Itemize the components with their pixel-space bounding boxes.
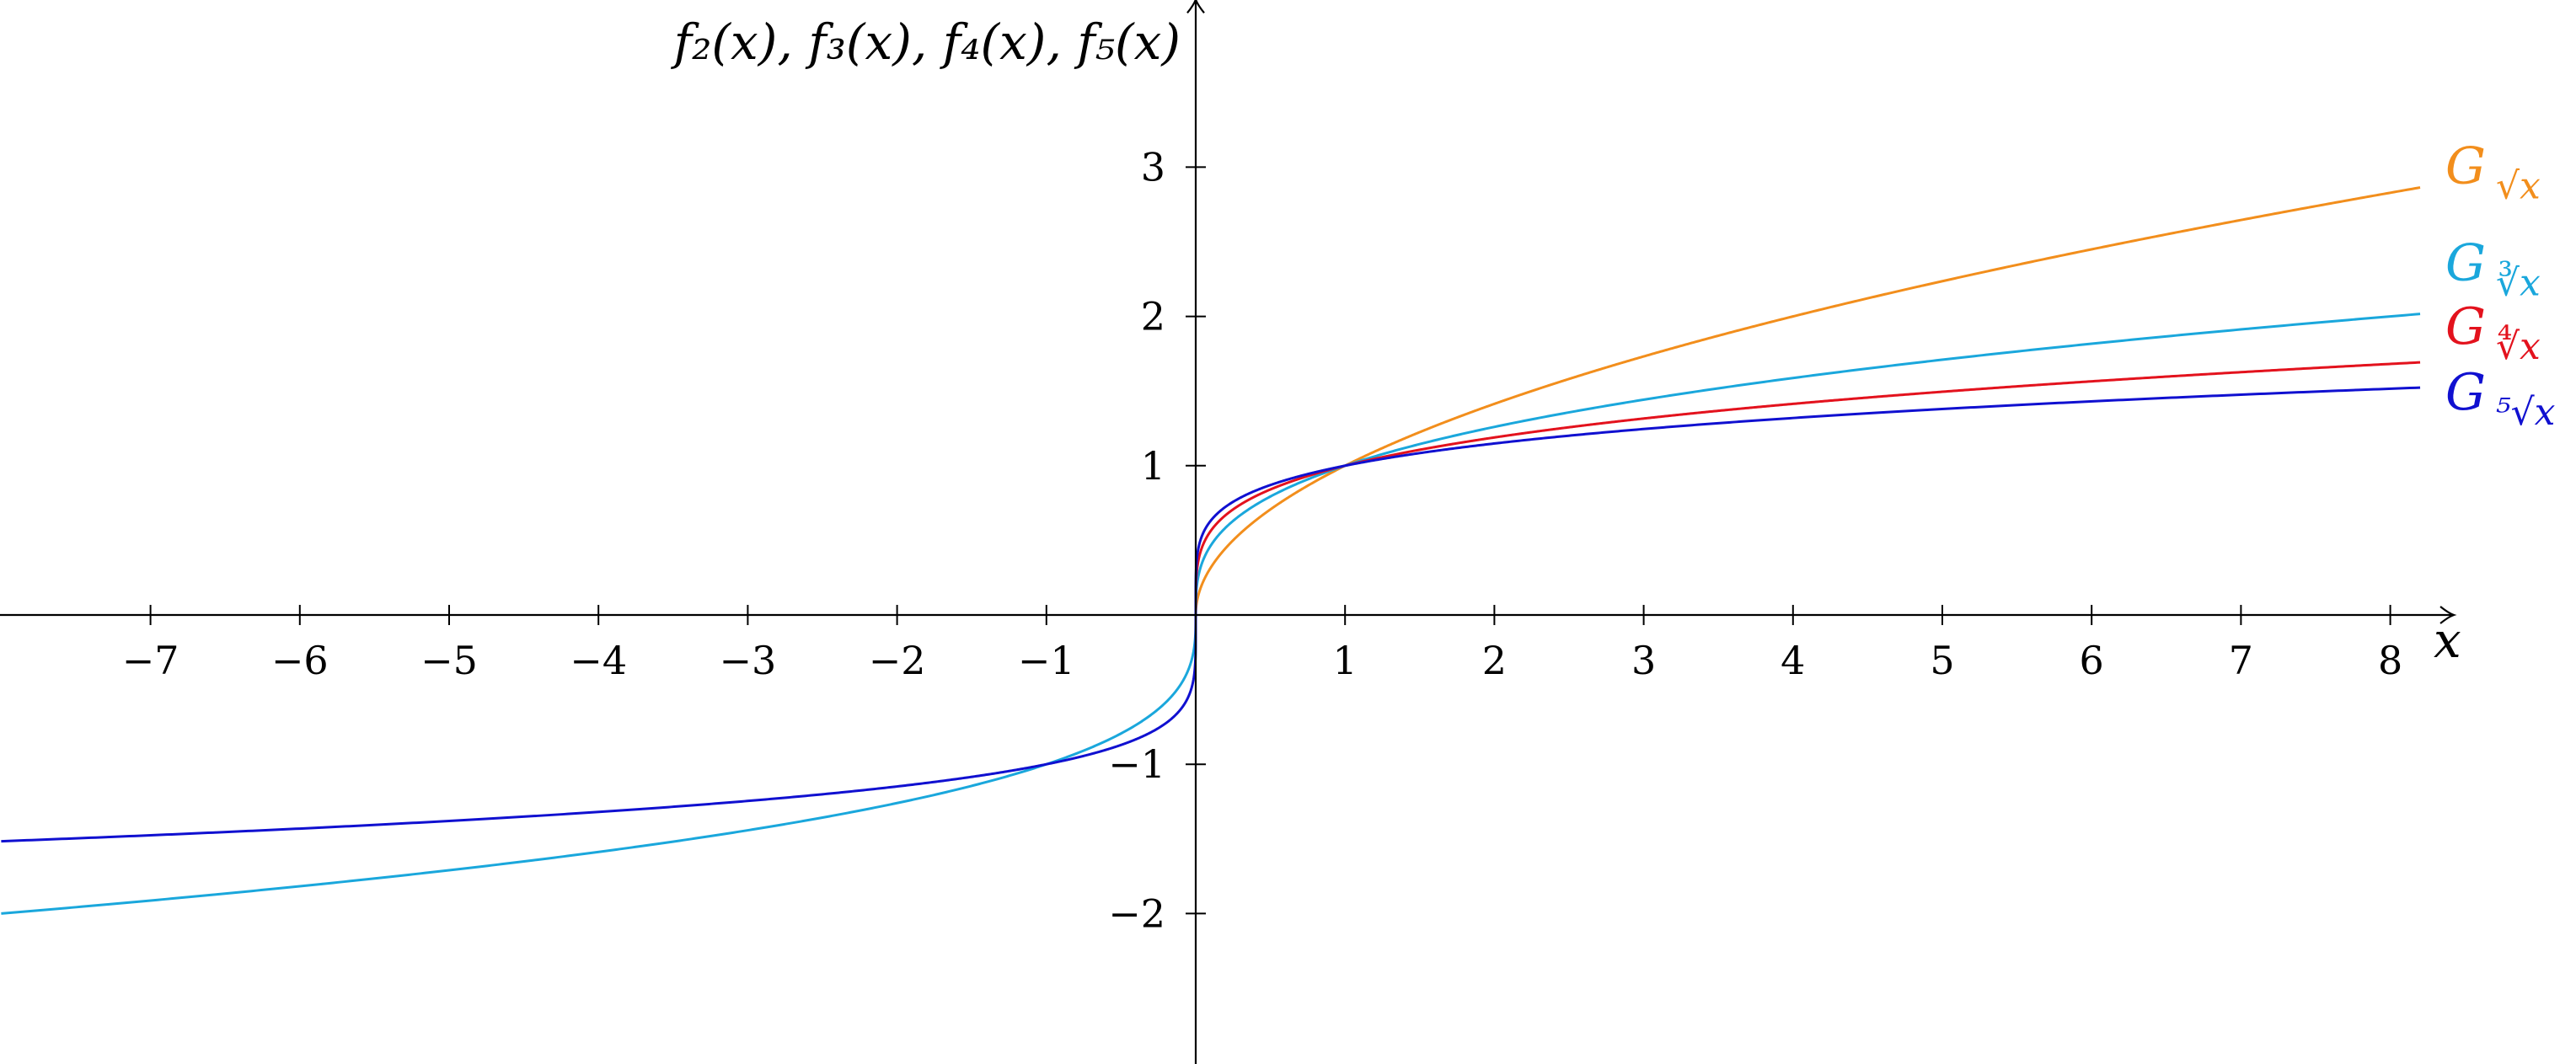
x-tick-label: −4 <box>570 638 627 683</box>
series-label-1: G √x <box>2445 137 2541 208</box>
x-tick-label: −7 <box>122 638 179 683</box>
x-axis-title: x <box>2434 612 2461 669</box>
x-tick-label: 4 <box>1781 638 1805 683</box>
x-tick-label: −2 <box>869 638 926 683</box>
y-tick-label: 3 <box>1141 144 1165 190</box>
series-curves <box>1 186 2421 915</box>
ticks: −7 −6 −5 −4 −3 −2 −1 1 2 3 4 5 6 7 8 −2 −1 1 2 3 <box>122 144 2403 936</box>
x-tick-label: −6 <box>271 638 329 683</box>
series-line-3 <box>1194 361 2421 615</box>
y-tick-label: 2 <box>1141 294 1165 340</box>
y-tick-label: 1 <box>1141 443 1165 489</box>
axes <box>0 0 2457 1064</box>
y-axis-title: f₂(x), f₃(x), f₄(x), f₅(x) <box>671 13 1181 71</box>
x-tick-label: −3 <box>719 638 776 683</box>
x-tick-label: 1 <box>1333 638 1358 683</box>
y-axis-arrow <box>1186 0 1205 14</box>
series-label-2: G ∛x <box>2445 234 2541 305</box>
x-tick-label: 2 <box>1482 638 1507 683</box>
x-tick-label: −5 <box>420 638 478 683</box>
y-tick-label: −2 <box>1108 890 1165 936</box>
x-tick-label: 7 <box>2229 638 2253 683</box>
series-line-1 <box>1194 186 2421 615</box>
x-tick-label: 8 <box>2378 638 2402 683</box>
x-tick-label: 6 <box>2080 638 2104 683</box>
x-tick-label: 5 <box>1930 638 1954 683</box>
y-tick-label: −1 <box>1108 741 1165 787</box>
series-label-4: G ⁵√x <box>2445 363 2556 434</box>
series-labels: G √x G ∛xG ∜xG ⁵√x <box>2445 137 2556 435</box>
x-axis-arrow <box>2439 606 2457 624</box>
x-tick-label: 3 <box>1631 638 1656 683</box>
series-label-3: G ∜x <box>2445 297 2541 368</box>
x-tick-label: −1 <box>1018 638 1075 683</box>
